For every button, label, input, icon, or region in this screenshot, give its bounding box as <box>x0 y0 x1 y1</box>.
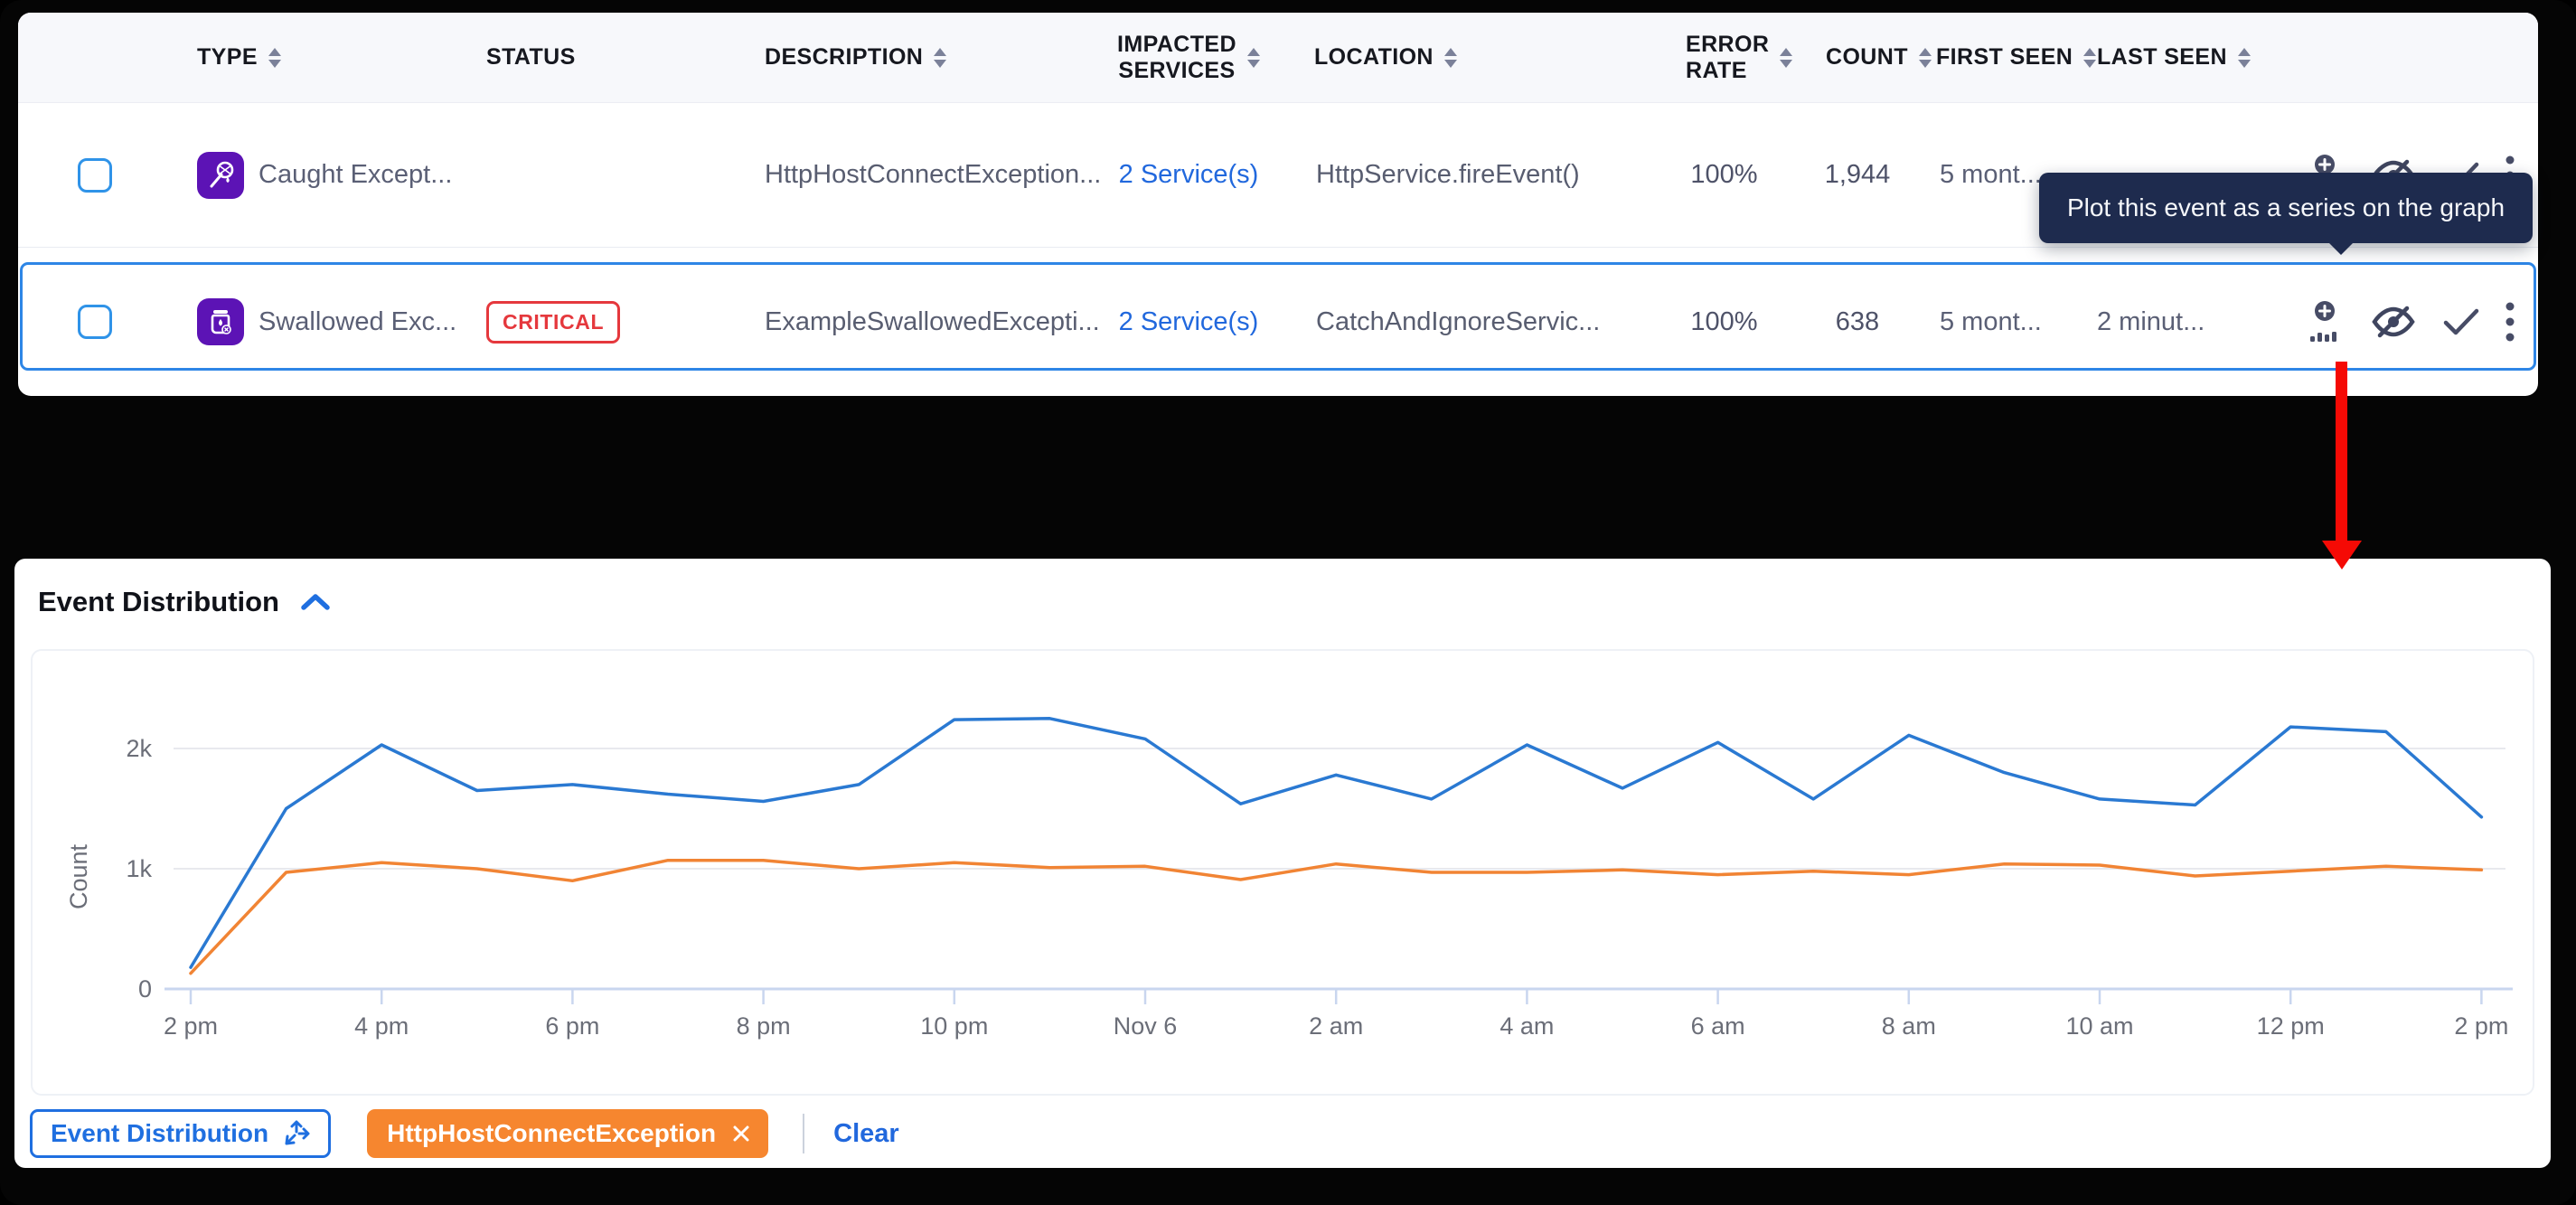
row-actions <box>2278 300 2538 344</box>
sort-arrows-icon[interactable] <box>1443 47 1457 68</box>
series-chip-label: Event Distribution <box>51 1119 269 1147</box>
column-header-location[interactable]: LOCATION <box>1293 44 1591 71</box>
column-label: STATUS <box>486 44 576 71</box>
svg-text:2k: 2k <box>126 735 152 762</box>
column-label: COUNT <box>1826 44 1908 71</box>
chips-divider <box>803 1114 805 1153</box>
row-checkbox-cell <box>18 157 172 193</box>
chart-panel-title: Event Distribution <box>38 586 279 617</box>
column-label: LOCATION <box>1314 44 1434 71</box>
filter-chip-httphostconnectexception[interactable]: HttpHostConnectException <box>367 1109 769 1158</box>
svg-text:2 am: 2 am <box>1309 1012 1363 1040</box>
sort-arrows-icon[interactable] <box>2237 47 2251 68</box>
first-seen-cell: 5 mont... <box>1940 306 2042 336</box>
table-row-caught-exception[interactable]: Caught Except... HttpHostConnectExceptio… <box>18 103 2538 248</box>
svg-text:12 pm: 12 pm <box>2257 1012 2325 1040</box>
svg-text:10 am: 10 am <box>2065 1012 2133 1040</box>
kebab-menu-icon[interactable] <box>2505 301 2515 343</box>
svg-text:4 pm: 4 pm <box>354 1012 409 1040</box>
count-cell: 1,944 <box>1824 160 1891 189</box>
type-cell: Caught Except... <box>172 151 461 199</box>
table-row-swallowed-exception[interactable]: Swallowed Exc... CRITICAL ExampleSwallow… <box>18 248 2538 396</box>
series-arrows-icon <box>285 1120 310 1145</box>
type-cell: Swallowed Exc... <box>172 298 461 345</box>
row-checkbox[interactable] <box>78 305 112 339</box>
description-cell: HttpHostConnectException... <box>765 160 1102 189</box>
event-distribution-chart: 0 1k 2k 2 pm 4 pm 6 pm 8 pm 10 pm Nov 6 2 am 4 am 6… <box>65 717 2513 1040</box>
sort-arrows-icon[interactable] <box>1918 47 1932 68</box>
services-link[interactable]: 2 Service(s) <box>1118 306 1259 336</box>
column-label: IMPACTED SERVICES <box>1117 31 1236 83</box>
plot-event-tooltip: Plot this event as a series on the graph <box>2039 173 2533 255</box>
error-type-label: Swallowed Exc... <box>259 306 457 336</box>
svg-text:10 pm: 10 pm <box>920 1012 988 1040</box>
arrow-head <box>2322 541 2362 570</box>
svg-text:Count: Count <box>65 843 92 909</box>
svg-text:8 pm: 8 pm <box>737 1012 791 1040</box>
row-checkbox[interactable] <box>78 157 112 193</box>
plot-event-icon[interactable] <box>2305 300 2345 344</box>
collapse-panel-button[interactable] <box>299 592 332 612</box>
series-chip-event-distribution[interactable]: Event Distribution <box>30 1109 332 1158</box>
first-seen-cell: 5 mont... <box>1940 160 2042 189</box>
event-distribution-panel: Event Distribution 0 1k 2k 2 pm 4 pm 6 pm 8 pm… <box>14 559 2551 1168</box>
chart-title-row: Event Distribution <box>38 586 332 618</box>
svg-text:1k: 1k <box>126 855 152 882</box>
sort-arrows-icon[interactable] <box>2083 47 2097 68</box>
arrow-shaft <box>2336 362 2347 542</box>
error-rate-cell: 100% <box>1690 160 1758 189</box>
svg-text:4 am: 4 am <box>1500 1012 1554 1040</box>
description-cell: ExampleSwallowedExcepti... <box>765 306 1100 336</box>
column-label: ERROR RATE <box>1686 31 1770 83</box>
svg-text:8 am: 8 am <box>1882 1012 1936 1040</box>
tooltip-text: Plot this event as a series on the graph <box>2066 193 2505 221</box>
tooltip-arrow <box>2328 242 2354 255</box>
column-header-last-seen[interactable]: LAST SEEN <box>2097 44 2278 71</box>
error-type-label: Caught Except... <box>259 160 453 189</box>
clear-button[interactable]: Clear <box>833 1118 899 1148</box>
column-header-error-rate[interactable]: ERROR RATE <box>1591 31 1793 84</box>
chart-legend-bar: Event Distribution HttpHostConnectExcept… <box>30 1109 899 1158</box>
column-label: TYPE <box>197 44 258 71</box>
column-header-first-seen[interactable]: FIRST SEEN <box>1925 44 2097 71</box>
sort-arrows-icon[interactable] <box>1780 47 1793 68</box>
row-checkbox-cell <box>18 305 172 339</box>
svg-text:2 pm: 2 pm <box>2454 1012 2508 1040</box>
count-cell: 638 <box>1835 306 1880 336</box>
column-label: FIRST SEEN <box>1936 44 2073 71</box>
column-header-status: STATUS <box>461 44 723 71</box>
hide-eye-slash-icon[interactable] <box>2370 303 2417 341</box>
svg-text:6 pm: 6 pm <box>545 1012 599 1040</box>
column-label: DESCRIPTION <box>765 44 924 71</box>
svg-text:6 am: 6 am <box>1691 1012 1745 1040</box>
sort-arrows-icon[interactable] <box>1246 47 1260 68</box>
column-header-impacted-services[interactable]: IMPACTED SERVICES <box>1085 32 1293 84</box>
check-icon[interactable] <box>2442 307 2480 336</box>
column-header-count[interactable]: COUNT <box>1790 44 1932 71</box>
services-link[interactable]: 2 Service(s) <box>1118 160 1259 189</box>
swallowed-exception-icon <box>197 298 244 345</box>
column-header-type[interactable]: TYPE <box>172 44 461 71</box>
sort-arrows-icon[interactable] <box>934 47 947 68</box>
impacted-services-cell: 2 Service(s) <box>1085 307 1293 337</box>
filter-chip-label: HttpHostConnectException <box>387 1119 717 1147</box>
location-cell: CatchAndIgnoreServic... <box>1316 306 1601 336</box>
impacted-services-cell: 2 Service(s) <box>1085 160 1293 190</box>
svg-text:2 pm: 2 pm <box>164 1012 218 1040</box>
location-cell: HttpService.fireEvent() <box>1316 160 1580 189</box>
critical-status-badge: CRITICAL <box>486 300 621 344</box>
caught-exception-icon <box>197 151 244 199</box>
error-rate-cell: 100% <box>1690 306 1758 336</box>
last-seen-cell: 2 minut... <box>2097 306 2205 336</box>
column-label: LAST SEEN <box>2097 44 2227 71</box>
table-header-row: TYPE STATUS DESCRIPTION IMPACTED SERVICE… <box>18 13 2538 103</box>
svg-text:Nov 6: Nov 6 <box>1114 1012 1178 1040</box>
close-icon[interactable] <box>730 1123 752 1144</box>
chevron-up-icon <box>301 594 330 610</box>
status-cell: CRITICAL <box>461 300 723 344</box>
sort-arrows-icon[interactable] <box>268 47 281 68</box>
column-header-description[interactable]: DESCRIPTION <box>723 44 1085 71</box>
svg-text:0: 0 <box>138 975 152 1003</box>
